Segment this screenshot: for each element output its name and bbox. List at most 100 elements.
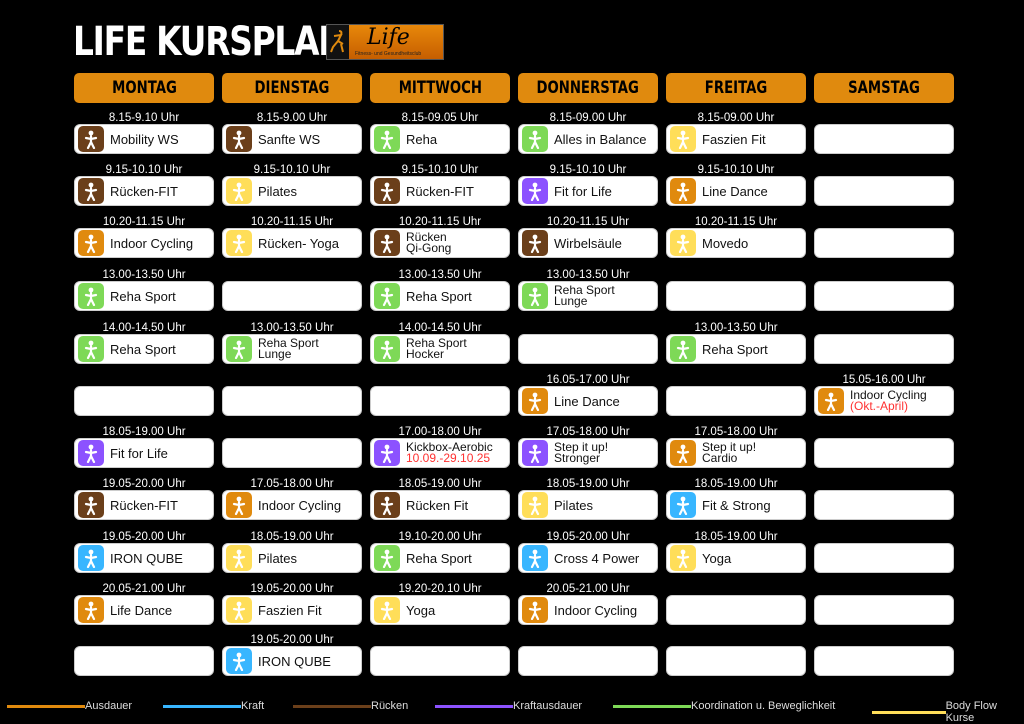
course-card[interactable]: Rücken Fit: [370, 490, 510, 520]
course-card[interactable]: Life Dance: [74, 595, 214, 625]
back-icon: [374, 178, 400, 204]
course-card[interactable]: Rücken- Yoga: [222, 228, 362, 258]
course-card[interactable]: IRON QUBE: [74, 543, 214, 573]
course-slot: 10.20-11.15 Uhr Rücken Qi-Gong: [370, 216, 510, 272]
course-slot: 9.15-10.10 Uhr Rücken-FIT: [370, 164, 510, 220]
course-card[interactable]: Line Dance: [666, 176, 806, 206]
course-title: Reha Sport: [406, 288, 472, 304]
course-card[interactable]: Fit for Life: [518, 176, 658, 206]
balance-icon: [522, 126, 548, 152]
course-card[interactable]: Pilates: [222, 176, 362, 206]
course-card[interactable]: Fit & Strong: [666, 490, 806, 520]
course-card[interactable]: Reha Sport Lunge: [222, 334, 362, 364]
day-header: FREITAG: [666, 73, 806, 103]
course-card: [74, 646, 214, 676]
legend-item: Ausdauer: [7, 700, 132, 712]
course-subtitle: Lunge: [258, 347, 292, 361]
course-card[interactable]: Fit for Life: [74, 438, 214, 468]
legend-line: [435, 704, 513, 708]
course-card[interactable]: Yoga: [666, 543, 806, 573]
course-card[interactable]: Faszien Fit: [666, 124, 806, 154]
course-slot: 10.20-11.15 Uhr Wirbelsäule: [518, 216, 658, 272]
course-time: 20.05-21.00 Uhr: [102, 583, 186, 595]
course-card[interactable]: Movedo: [666, 228, 806, 258]
day-column-montag: MONTAG 8.15-9.10 Uhr Mobility WS 9.15-10.10…: [74, 73, 214, 676]
course-card[interactable]: Rücken-FIT: [74, 176, 214, 206]
course-card[interactable]: Wirbelsäule: [518, 228, 658, 258]
empty-slot: [814, 116, 954, 168]
course-card[interactable]: Yoga: [370, 595, 510, 625]
course-card[interactable]: Reha Sport: [370, 543, 510, 573]
course-time: 18.05-19.00 Uhr: [546, 478, 630, 490]
course-slot: 10.20-11.15 Uhr Rücken- Yoga: [222, 216, 362, 272]
course-time: 19.05-20.00 Uhr: [102, 478, 186, 490]
course-card[interactable]: Reha Sport: [74, 334, 214, 364]
course-time: 19.10-20.00 Uhr: [398, 531, 482, 543]
course-card[interactable]: Step it up! Stronger: [518, 438, 658, 468]
step-icon: [670, 440, 696, 466]
course-slot: 13.00-13.50 Uhr Reha Sport Lunge: [222, 322, 362, 378]
empty-slot: [666, 587, 806, 639]
course-card[interactable]: Reha Sport Hocker: [370, 334, 510, 364]
course-card[interactable]: Reha: [370, 124, 510, 154]
course-card[interactable]: Indoor Cycling: [222, 490, 362, 520]
course-slot: 14.00-14.50 Uhr Reha Sport: [74, 322, 214, 378]
day-header: MONTAG: [74, 73, 214, 103]
legend-line: [613, 704, 691, 708]
empty-slot: [370, 638, 510, 690]
course-card[interactable]: Rücken Qi-Gong: [370, 228, 510, 258]
course-slot: 18.05-19.00 Uhr Fit for Life: [74, 426, 214, 482]
course-card: [814, 595, 954, 625]
legend-item: Body Flow Kurse: [872, 700, 1024, 724]
course-time: 17.00-18.00 Uhr: [398, 426, 482, 438]
life-logo: Life Fitness- und Gesundheitsclub: [326, 24, 444, 60]
course-card[interactable]: Rücken-FIT: [74, 490, 214, 520]
day-column-samstag: SAMSTAG 15.05-16.00 Uhr Indoor Cycling (Okt…: [814, 73, 954, 676]
course-slot: 13.00-13.50 Uhr Reha Sport Lunge: [518, 269, 658, 325]
course-card[interactable]: Line Dance: [518, 386, 658, 416]
course-title: Life Dance: [110, 602, 173, 618]
day-column-freitag: FREITAG 8.15-09.00 Uhr Faszien Fit 9.15-10.…: [666, 73, 806, 676]
course-time: 9.15-10.10 Uhr: [549, 164, 627, 176]
course-title: Step it up!: [702, 440, 757, 454]
course-slot: 17.00-18.00 Uhr Kickbox-Aerobic 10.09.-29.…: [370, 426, 510, 482]
back-icon: [78, 492, 104, 518]
course-card: [222, 281, 362, 311]
stretch-icon: [374, 283, 400, 309]
course-card[interactable]: Sanfte WS: [222, 124, 362, 154]
course-card[interactable]: Reha Sport: [370, 281, 510, 311]
course-card[interactable]: Step it up! Cardio: [666, 438, 806, 468]
legend-label: Body Flow Kurse: [945, 700, 997, 724]
course-card[interactable]: Faszien Fit: [222, 595, 362, 625]
legend-label: Kraftausdauer: [513, 700, 583, 712]
course-time: 18.05-19.00 Uhr: [398, 478, 482, 490]
course-card[interactable]: Cross 4 Power: [518, 543, 658, 573]
course-slot: 9.15-10.10 Uhr Pilates: [222, 164, 362, 220]
course-card[interactable]: Rücken-FIT: [370, 176, 510, 206]
course-card[interactable]: Kickbox-Aerobic 10.09.-29.10.25: [370, 438, 510, 468]
course-card[interactable]: Pilates: [518, 490, 658, 520]
course-title: Indoor Cycling: [850, 388, 927, 402]
course-card[interactable]: Indoor Cycling: [74, 228, 214, 258]
course-card[interactable]: Reha Sport Lunge: [518, 281, 658, 311]
course-card[interactable]: IRON QUBE: [222, 646, 362, 676]
empty-slot: [814, 638, 954, 690]
course-card[interactable]: Reha Sport: [666, 334, 806, 364]
course-time: 9.15-10.10 Uhr: [401, 164, 479, 176]
runner-logo-icon: [327, 25, 349, 59]
course-card[interactable]: Pilates: [222, 543, 362, 573]
course-card: [814, 281, 954, 311]
course-title: Reha Sport: [554, 283, 615, 297]
course-time: 19.05-20.00 Uhr: [546, 531, 630, 543]
course-title: Faszien Fit: [702, 131, 766, 147]
course-title: Mobility WS: [110, 131, 179, 147]
course-card[interactable]: Mobility WS: [74, 124, 214, 154]
course-card[interactable]: Indoor Cycling: [518, 595, 658, 625]
day-header: DONNERSTAG: [518, 73, 658, 103]
course-subtitle: Stronger: [554, 451, 601, 465]
course-card[interactable]: Reha Sport: [74, 281, 214, 311]
course-slot: 10.20-11.15 Uhr Indoor Cycling: [74, 216, 214, 272]
course-card[interactable]: Indoor Cycling (Okt.-April): [814, 386, 954, 416]
course-time: 8.15-9.10 Uhr: [108, 112, 180, 124]
course-card[interactable]: Alles in Balance: [518, 124, 658, 154]
